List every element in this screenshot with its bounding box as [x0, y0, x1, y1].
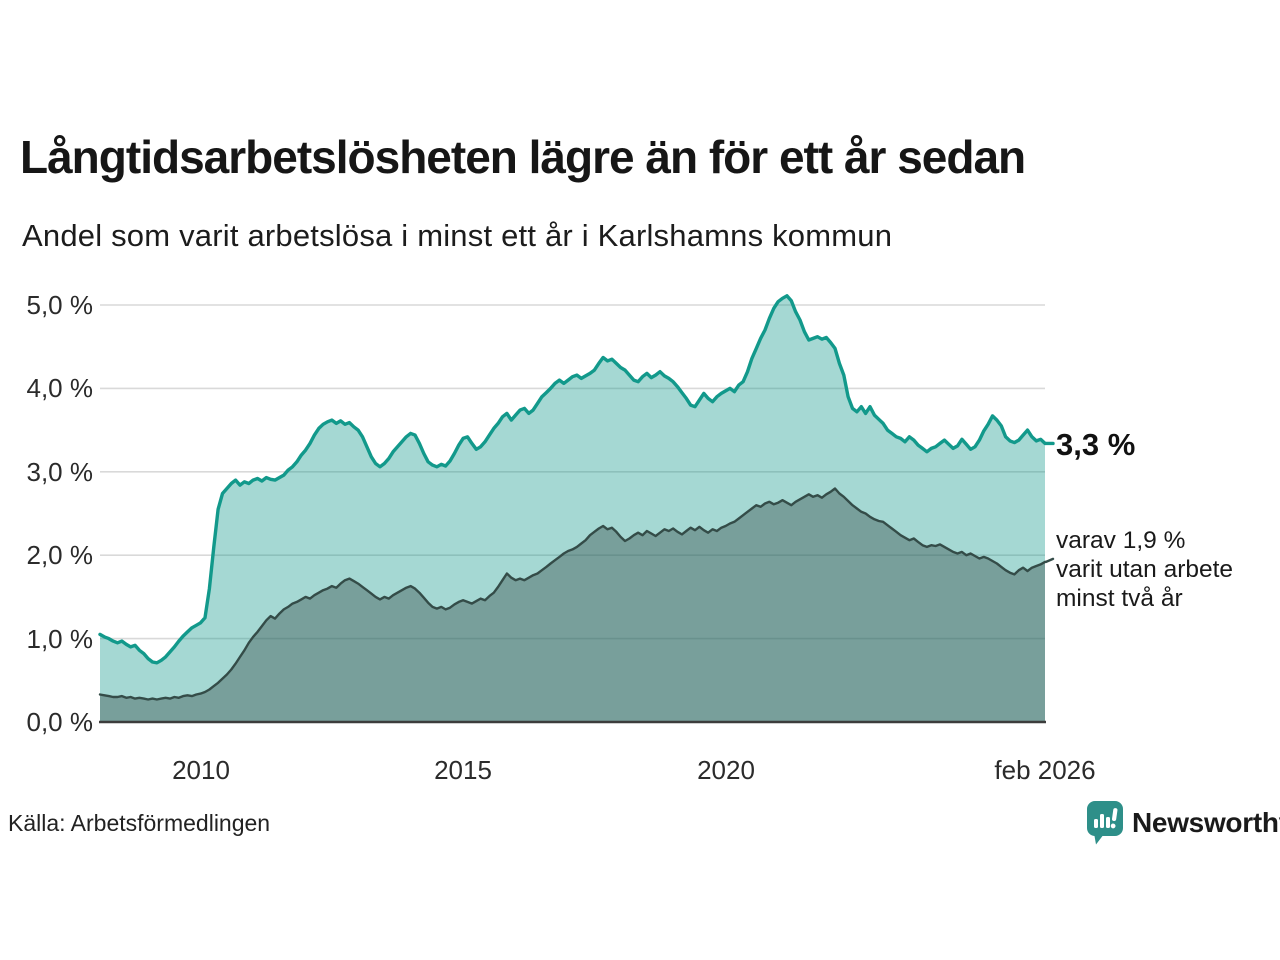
page-title: Långtidsarbetslösheten lägre än för ett … [20, 131, 1026, 183]
y-tick-label-1: 1,0 % [26, 624, 94, 654]
newsworthy-logo-icon [1086, 800, 1124, 845]
chart-subtitle: Andel som varit arbetslösa i minst ett å… [22, 218, 893, 253]
subset-leader-tick [1044, 557, 1055, 564]
series-end-label-subset: varav 1,9 % varit utan arbete minst två … [1056, 526, 1233, 613]
x-tick-label-2010: 2010 [172, 755, 230, 785]
x-tick-label-feb-2026: feb 2026 [994, 755, 1096, 785]
y-tick-label-0: 0,0 % [26, 707, 94, 737]
y-tick-label-4: 4,0 % [26, 373, 94, 403]
subset-line [98, 487, 1047, 701]
total-area [100, 295, 1045, 722]
y-tick-label-2: 2,0 % [26, 540, 94, 570]
subset-label-line-3: minst två år [1056, 585, 1183, 612]
subset-label-line-2: varit utan arbete [1056, 556, 1234, 583]
newsworthy-wordmark: Newsworthy [1132, 806, 1280, 838]
x-tick-label-2015: 2015 [434, 755, 492, 785]
source-note: Källa: Arbetsförmedlingen [8, 810, 271, 836]
series-end-label-total: 3,3 % [1056, 427, 1136, 462]
y-tick-label-5: 5,0 % [26, 290, 94, 320]
newsworthy-branding: Newsworthy [1086, 800, 1280, 845]
y-tick-label-3: 3,0 % [26, 457, 94, 487]
x-tick-label-2020: 2020 [697, 755, 755, 785]
total-line [98, 294, 1047, 665]
subset-label-line-1: varav 1,9 % [1056, 527, 1186, 554]
subset-area [100, 488, 1045, 722]
